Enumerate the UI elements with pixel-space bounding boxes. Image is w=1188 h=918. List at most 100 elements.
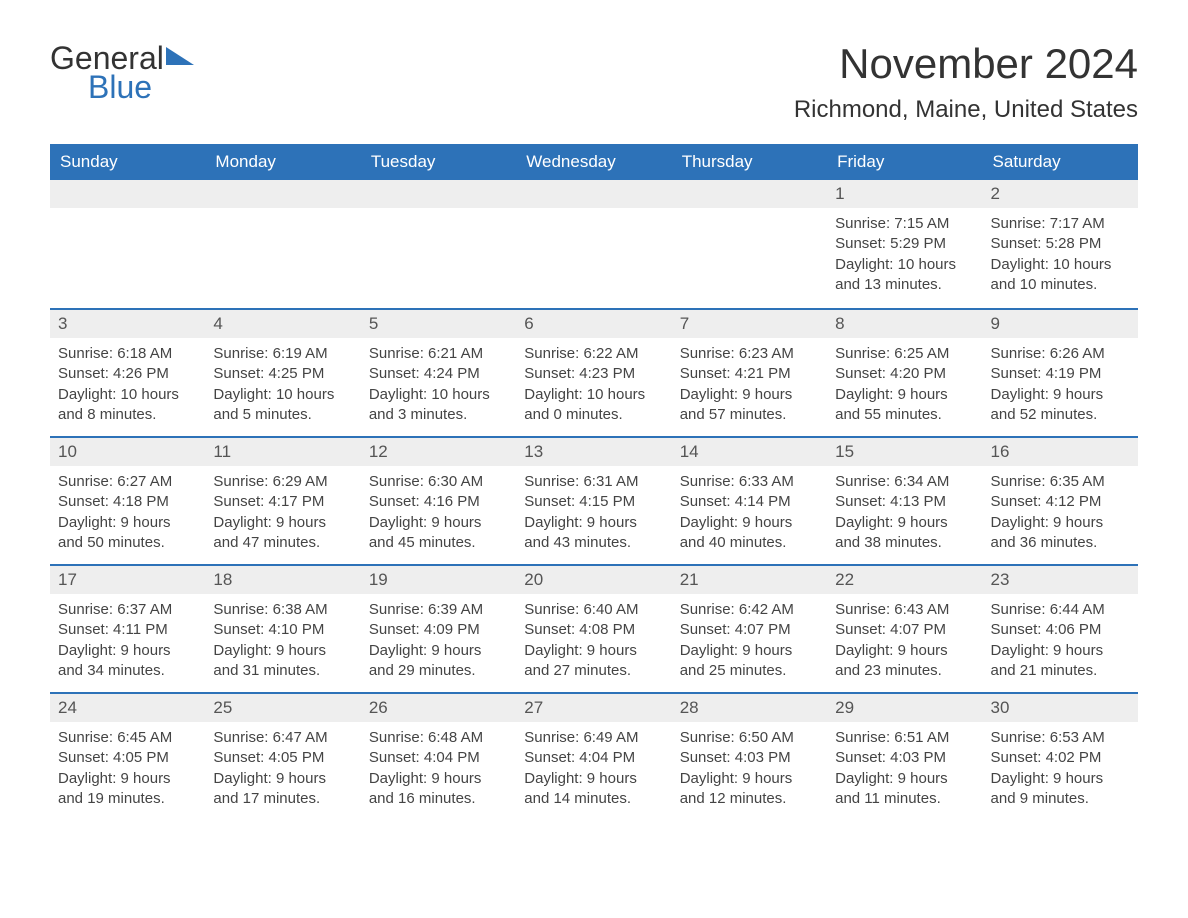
day-sunrise: Sunrise: 6:39 AM	[369, 600, 508, 620]
day-daylight2: and 57 minutes.	[680, 405, 819, 425]
day-number: 15	[827, 438, 982, 466]
day-cell: 17Sunrise: 6:37 AMSunset: 4:11 PMDayligh…	[50, 566, 205, 692]
day-header-tuesday: Tuesday	[361, 144, 516, 180]
day-daylight2: and 14 minutes.	[524, 789, 663, 809]
day-cell: 28Sunrise: 6:50 AMSunset: 4:03 PMDayligh…	[672, 694, 827, 820]
day-daylight2: and 8 minutes.	[58, 405, 197, 425]
day-number: 20	[516, 566, 671, 594]
day-number: 23	[983, 566, 1138, 594]
week-row: 1Sunrise: 7:15 AMSunset: 5:29 PMDaylight…	[50, 180, 1138, 308]
day-number: 27	[516, 694, 671, 722]
day-sunset: Sunset: 4:11 PM	[58, 620, 197, 640]
day-sunset: Sunset: 4:14 PM	[680, 492, 819, 512]
day-sunset: Sunset: 4:10 PM	[213, 620, 352, 640]
day-sunset: Sunset: 4:23 PM	[524, 364, 663, 384]
day-cell: 25Sunrise: 6:47 AMSunset: 4:05 PMDayligh…	[205, 694, 360, 820]
day-number: 18	[205, 566, 360, 594]
day-daylight1: Daylight: 9 hours	[213, 641, 352, 661]
day-cell: 6Sunrise: 6:22 AMSunset: 4:23 PMDaylight…	[516, 310, 671, 436]
day-number: 8	[827, 310, 982, 338]
day-sunrise: Sunrise: 6:44 AM	[991, 600, 1130, 620]
day-content: Sunrise: 6:40 AMSunset: 4:08 PMDaylight:…	[516, 594, 671, 687]
day-daylight2: and 52 minutes.	[991, 405, 1130, 425]
day-sunset: Sunset: 5:29 PM	[835, 234, 974, 254]
day-cell: 12Sunrise: 6:30 AMSunset: 4:16 PMDayligh…	[361, 438, 516, 564]
day-daylight2: and 27 minutes.	[524, 661, 663, 681]
day-header-saturday: Saturday	[983, 144, 1138, 180]
day-daylight1: Daylight: 9 hours	[680, 385, 819, 405]
day-number: 17	[50, 566, 205, 594]
day-daylight1: Daylight: 10 hours	[835, 255, 974, 275]
day-sunset: Sunset: 4:05 PM	[213, 748, 352, 768]
day-sunrise: Sunrise: 6:49 AM	[524, 728, 663, 748]
day-cell: 19Sunrise: 6:39 AMSunset: 4:09 PMDayligh…	[361, 566, 516, 692]
day-daylight1: Daylight: 9 hours	[835, 513, 974, 533]
day-sunrise: Sunrise: 6:37 AM	[58, 600, 197, 620]
day-number: 6	[516, 310, 671, 338]
day-sunrise: Sunrise: 6:33 AM	[680, 472, 819, 492]
day-sunset: Sunset: 4:04 PM	[524, 748, 663, 768]
week-row: 10Sunrise: 6:27 AMSunset: 4:18 PMDayligh…	[50, 436, 1138, 564]
day-sunrise: Sunrise: 6:43 AM	[835, 600, 974, 620]
day-cell: 10Sunrise: 6:27 AMSunset: 4:18 PMDayligh…	[50, 438, 205, 564]
day-sunset: Sunset: 4:05 PM	[58, 748, 197, 768]
day-number: 12	[361, 438, 516, 466]
day-content: Sunrise: 7:15 AMSunset: 5:29 PMDaylight:…	[827, 208, 982, 301]
day-daylight1: Daylight: 9 hours	[991, 513, 1130, 533]
day-sunset: Sunset: 4:03 PM	[835, 748, 974, 768]
day-sunset: Sunset: 4:21 PM	[680, 364, 819, 384]
day-number: 30	[983, 694, 1138, 722]
day-sunrise: Sunrise: 6:23 AM	[680, 344, 819, 364]
day-cell	[50, 180, 205, 308]
day-sunset: Sunset: 4:07 PM	[835, 620, 974, 640]
day-daylight2: and 17 minutes.	[213, 789, 352, 809]
day-sunset: Sunset: 4:20 PM	[835, 364, 974, 384]
day-header-wednesday: Wednesday	[516, 144, 671, 180]
day-cell: 9Sunrise: 6:26 AMSunset: 4:19 PMDaylight…	[983, 310, 1138, 436]
day-number	[516, 180, 671, 208]
day-daylight1: Daylight: 10 hours	[58, 385, 197, 405]
day-sunset: Sunset: 4:13 PM	[835, 492, 974, 512]
day-content: Sunrise: 6:34 AMSunset: 4:13 PMDaylight:…	[827, 466, 982, 559]
day-content: Sunrise: 6:37 AMSunset: 4:11 PMDaylight:…	[50, 594, 205, 687]
day-number	[361, 180, 516, 208]
day-daylight1: Daylight: 9 hours	[991, 769, 1130, 789]
logo-text-blue: Blue	[88, 69, 194, 106]
day-content: Sunrise: 6:30 AMSunset: 4:16 PMDaylight:…	[361, 466, 516, 559]
day-cell: 2Sunrise: 7:17 AMSunset: 5:28 PMDaylight…	[983, 180, 1138, 308]
day-content: Sunrise: 6:18 AMSunset: 4:26 PMDaylight:…	[50, 338, 205, 431]
day-sunrise: Sunrise: 6:45 AM	[58, 728, 197, 748]
day-daylight2: and 9 minutes.	[991, 789, 1130, 809]
day-sunset: Sunset: 5:28 PM	[991, 234, 1130, 254]
day-sunrise: Sunrise: 6:47 AM	[213, 728, 352, 748]
logo: General Blue	[50, 40, 194, 106]
day-sunset: Sunset: 4:25 PM	[213, 364, 352, 384]
day-sunset: Sunset: 4:17 PM	[213, 492, 352, 512]
day-sunrise: Sunrise: 6:27 AM	[58, 472, 197, 492]
day-header-thursday: Thursday	[672, 144, 827, 180]
day-daylight2: and 50 minutes.	[58, 533, 197, 553]
day-content: Sunrise: 6:22 AMSunset: 4:23 PMDaylight:…	[516, 338, 671, 431]
day-cell: 15Sunrise: 6:34 AMSunset: 4:13 PMDayligh…	[827, 438, 982, 564]
day-daylight2: and 40 minutes.	[680, 533, 819, 553]
day-cell: 7Sunrise: 6:23 AMSunset: 4:21 PMDaylight…	[672, 310, 827, 436]
day-cell: 22Sunrise: 6:43 AMSunset: 4:07 PMDayligh…	[827, 566, 982, 692]
day-number: 1	[827, 180, 982, 208]
day-cell: 24Sunrise: 6:45 AMSunset: 4:05 PMDayligh…	[50, 694, 205, 820]
day-content: Sunrise: 6:25 AMSunset: 4:20 PMDaylight:…	[827, 338, 982, 431]
day-number: 24	[50, 694, 205, 722]
day-content: Sunrise: 6:23 AMSunset: 4:21 PMDaylight:…	[672, 338, 827, 431]
day-sunrise: Sunrise: 7:15 AM	[835, 214, 974, 234]
day-content: Sunrise: 6:39 AMSunset: 4:09 PMDaylight:…	[361, 594, 516, 687]
day-daylight1: Daylight: 9 hours	[991, 641, 1130, 661]
day-content: Sunrise: 6:50 AMSunset: 4:03 PMDaylight:…	[672, 722, 827, 815]
day-daylight2: and 21 minutes.	[991, 661, 1130, 681]
day-daylight1: Daylight: 9 hours	[524, 641, 663, 661]
day-number: 28	[672, 694, 827, 722]
day-cell: 11Sunrise: 6:29 AMSunset: 4:17 PMDayligh…	[205, 438, 360, 564]
day-number: 3	[50, 310, 205, 338]
day-daylight2: and 11 minutes.	[835, 789, 974, 809]
day-sunrise: Sunrise: 7:17 AM	[991, 214, 1130, 234]
day-number	[672, 180, 827, 208]
day-number: 29	[827, 694, 982, 722]
